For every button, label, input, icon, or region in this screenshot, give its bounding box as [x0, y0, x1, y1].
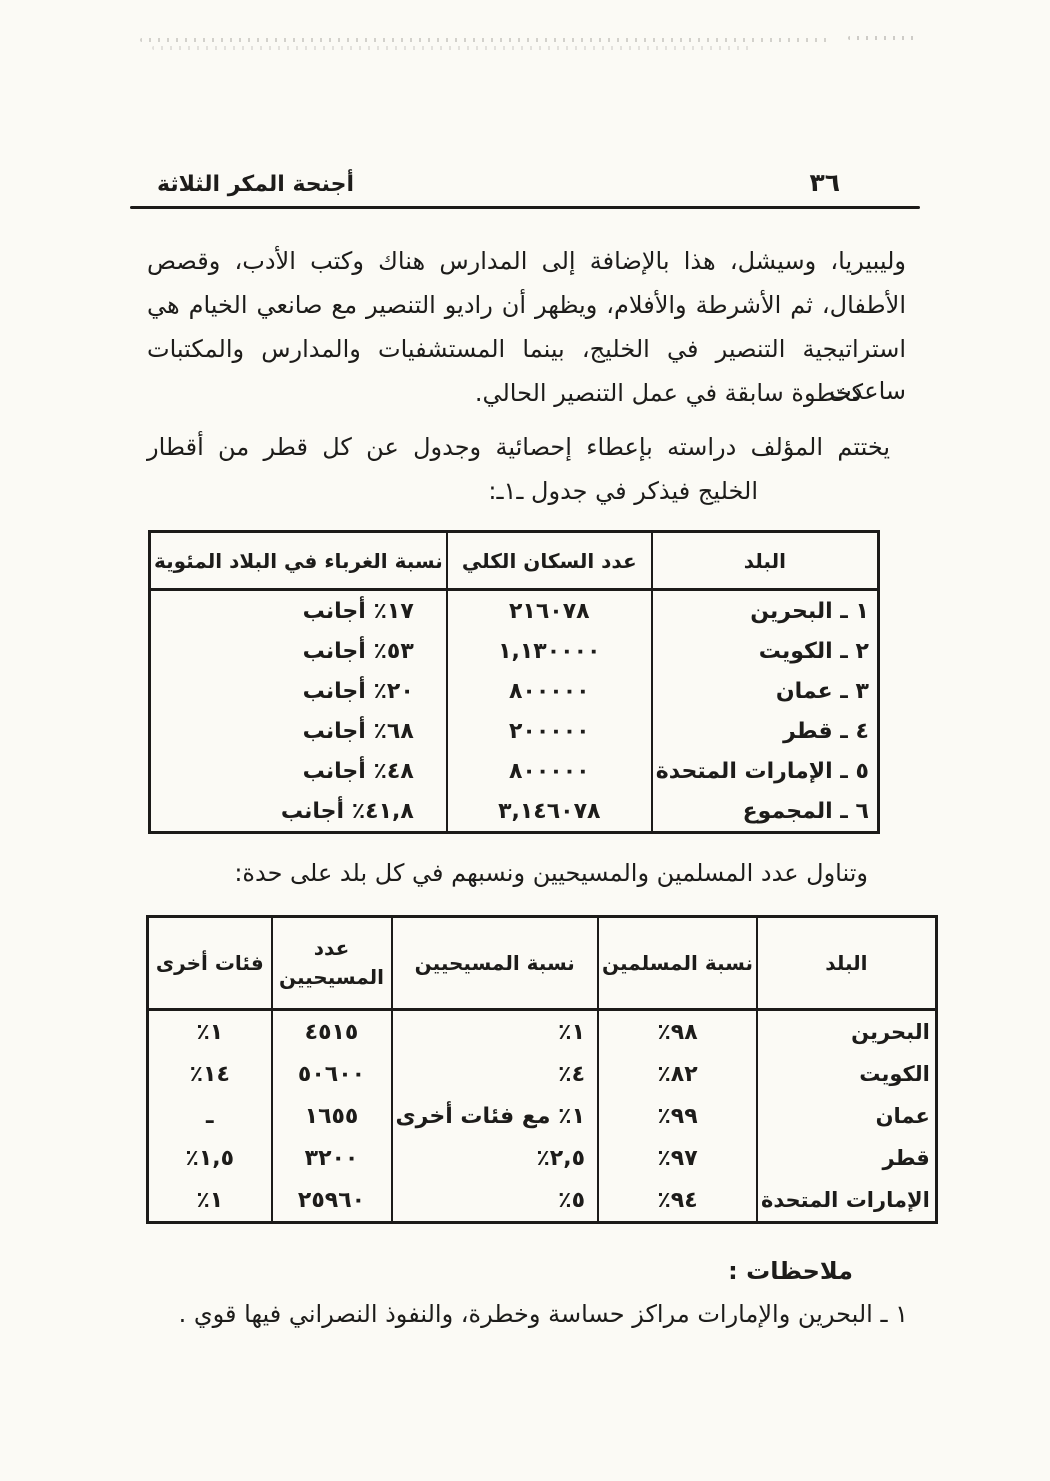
table-row: البحرين ٩٨٪ ١٪ ٤٥١٥ ١٪ — [147, 1009, 937, 1053]
table-cell: ٢٠٠٠٠٠ — [446, 711, 653, 751]
table-row: ٣ ـ عمان ٨٠٠٠٠٠ ٢٠٪ أجانب — [149, 671, 879, 711]
table-cell: ٤٪ — [391, 1053, 599, 1095]
note-item: ١ ـ البحرين والإمارات مراكز حساسة وخطرة،… — [178, 1300, 908, 1328]
column-header-muslim-percent: نسبة المسلمين — [598, 916, 758, 1011]
body-line: يختتم المؤلف دراسته بإعطاء إحصائية وجدول… — [147, 433, 890, 461]
table-cell: ٥٠٦٠٠ — [271, 1053, 393, 1095]
table-cell: ٥٣٪ أجانب — [149, 631, 448, 671]
table-cell: ٦ ـ المجموع — [742, 798, 869, 824]
table-row: عمان ٩٩٪ ١٪ مع فئات أخرى ١٦٥٥ ـ — [147, 1095, 937, 1137]
table-row: ٦ ـ المجموع ٣,١٤٦٠٧٨ ٤١,٨٪ أجانب — [149, 791, 879, 833]
table-cell: ٩٤٪ — [598, 1179, 758, 1223]
table-row: ٢ ـ الكويت ١,١٣٠٠٠٠ ٥٣٪ أجانب — [149, 631, 879, 671]
column-header-total-population: عدد السكان الكلي — [446, 531, 653, 591]
table-cell: قطر — [882, 1146, 930, 1170]
table-cell: ١٪ — [147, 1009, 273, 1053]
middle-paragraph: وتناول عدد المسلمين والمسيحيين ونسبهم في… — [133, 852, 920, 896]
table-cell: ٨٢٪ — [598, 1053, 758, 1095]
table-cell: ٦٨٪ أجانب — [149, 711, 448, 751]
table-cell: ١٤٪ — [147, 1053, 273, 1095]
table-cell: ـ — [147, 1095, 273, 1137]
table-cell: ٥٪ — [391, 1179, 599, 1223]
table-cell: ٩٨٪ — [598, 1009, 758, 1053]
table-cell: ١,١٣٠٠٠٠ — [446, 631, 653, 671]
table-cell: ٣ ـ عمان — [775, 678, 869, 704]
table-cell: عمان — [875, 1104, 930, 1128]
table-cell: ١٧٪ أجانب — [149, 589, 448, 631]
table-cell: ٤٨٪ أجانب — [149, 751, 448, 791]
table-cell: ٢٠٪ أجانب — [149, 671, 448, 711]
table-cell: ٤١,٨٪ أجانب — [149, 791, 448, 833]
table-cell: ٢,٥٪ — [391, 1137, 599, 1179]
scan-noise-strip — [152, 46, 752, 50]
table-cell: ١٪ مع فئات أخرى — [391, 1095, 599, 1137]
table-cell: الإمارات المتحدة — [760, 1188, 930, 1212]
religion-table: البلد نسبة المسلمين نسبة المسيحيين عدد ا… — [146, 915, 938, 1224]
column-header-country: البلد — [651, 531, 879, 591]
table-cell: ٥ ـ الإمارات المتحدة — [655, 758, 869, 784]
table-header-row: البلد نسبة المسلمين نسبة المسيحيين عدد ا… — [147, 916, 937, 1011]
table-row: قطر ٩٧٪ ٢,٥٪ ٣٢٠٠ ١,٥٪ — [147, 1137, 937, 1179]
table-cell: ١ ـ البحرين — [750, 598, 869, 624]
column-header-foreigners-percent: نسبة الغرباء في البلاد المئوية — [149, 531, 448, 591]
table-row: الكويت ٨٢٪ ٤٪ ٥٠٦٠٠ ١٤٪ — [147, 1053, 937, 1095]
table-cell: ١,٥٪ — [147, 1137, 273, 1179]
paragraph-2: يختتم المؤلف دراسته بإعطاء إحصائية وجدول… — [133, 426, 920, 514]
column-header-other-groups: فئات أخرى — [147, 916, 273, 1011]
column-header-christian-count: عدد المسيحيين — [271, 916, 393, 1011]
table-cell: ١٪ — [391, 1009, 599, 1053]
page-header: أجنحة المكر الثلاثة ٣٦ — [133, 168, 920, 197]
scan-noise-strip — [140, 38, 830, 42]
scan-noise-strip — [848, 36, 918, 40]
body-line: استراتيجية التنصير في الخليج، بينما المس… — [147, 335, 906, 405]
column-header-country: البلد — [756, 916, 937, 1011]
page-number: ٣٦ — [809, 168, 840, 197]
table-cell: الكويت — [859, 1062, 930, 1086]
table-cell: ٩٧٪ — [598, 1137, 758, 1179]
table-cell: ٩٩٪ — [598, 1095, 758, 1137]
notes-heading: ملاحظات : — [728, 1257, 853, 1285]
header-rule — [130, 206, 920, 209]
column-header-christian-percent: نسبة المسيحيين — [391, 916, 599, 1011]
table-cell: ١٦٥٥ — [271, 1095, 393, 1137]
table-cell: ٨٠٠٠٠٠ — [446, 671, 653, 711]
body-line: الأطفال، ثم الأشرطة والأفلام، ويظهر أن ر… — [147, 291, 906, 319]
table-row: الإمارات المتحدة ٩٤٪ ٥٪ ٢٥٩٦٠ ١٪ — [147, 1179, 937, 1223]
table-cell: ٢ ـ الكويت — [758, 638, 869, 664]
body-line: وتناول عدد المسلمين والمسيحيين ونسبهم في… — [234, 859, 868, 887]
table-cell: البحرين — [851, 1020, 930, 1044]
table-cell: ٤ ـ قطر — [783, 718, 869, 744]
table-row: ٤ ـ قطر ٢٠٠٠٠٠ ٦٨٪ أجانب — [149, 711, 879, 751]
population-table: البلد عدد السكان الكلي نسبة الغرباء في ا… — [148, 530, 880, 834]
body-line: وليبيريا، وسيشل، هذا بالإضافة إلى المدار… — [147, 247, 906, 275]
body-line: الخليج فيذكر في جدول ـ١ـ: — [488, 477, 758, 505]
table-row: ١ ـ البحرين ٢١٦٠٧٨ ١٧٪ أجانب — [149, 589, 879, 631]
table-row: ٥ ـ الإمارات المتحدة ٨٠٠٠٠٠ ٤٨٪ أجانب — [149, 751, 879, 791]
table-header-row: البلد عدد السكان الكلي نسبة الغرباء في ا… — [149, 531, 879, 591]
table-cell: ٨٠٠٠٠٠ — [446, 751, 653, 791]
table-cell: ٣٢٠٠ — [271, 1137, 393, 1179]
table-cell: ٢١٦٠٧٨ — [446, 589, 653, 631]
table-cell: ٢٥٩٦٠ — [271, 1179, 393, 1223]
paragraph-1: وليبيريا، وسيشل، هذا بالإضافة إلى المدار… — [133, 240, 920, 416]
table-cell: ٤٥١٥ — [271, 1009, 393, 1053]
running-title: أجنحة المكر الثلاثة — [157, 172, 355, 197]
table-cell: ١٪ — [147, 1179, 273, 1223]
body-line: كخطوة سابقة في عمل التنصير الحالي. — [474, 379, 863, 407]
table-cell: ٣,١٤٦٠٧٨ — [446, 791, 653, 833]
